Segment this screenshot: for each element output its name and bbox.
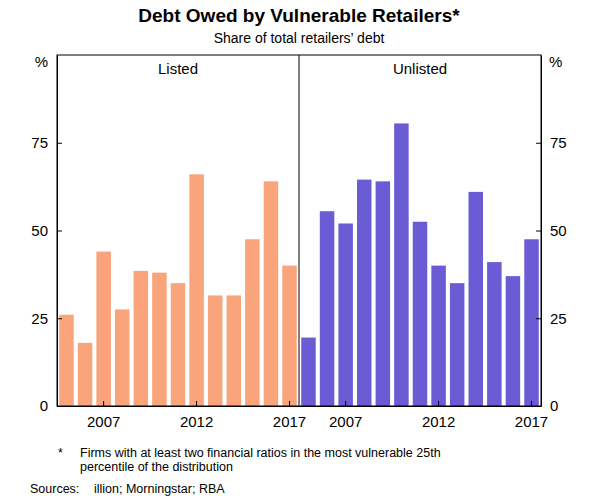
bar [524, 239, 538, 406]
bar [96, 252, 110, 406]
x-tick-mark [345, 401, 346, 406]
footnote-marker: * [58, 446, 63, 460]
y-tick-label: 75 [31, 134, 48, 151]
y-tick-mark [57, 231, 62, 232]
bar [189, 174, 203, 406]
x-tick-label: 2007 [329, 413, 362, 430]
y-tick-label: 75 [550, 134, 567, 151]
plot-frame [57, 55, 541, 406]
x-tick: 2007 [87, 401, 120, 430]
sources: illion; Morningstar; RBA [94, 482, 225, 496]
x-tick: 2017 [273, 401, 306, 430]
bar [469, 192, 483, 406]
x-tick-mark [531, 401, 532, 406]
bars [59, 174, 297, 406]
footnote: percentile of the distribution [80, 460, 233, 474]
x-tick-mark [103, 401, 104, 406]
panel-title: Listed [158, 60, 198, 77]
footnote: Firms with at least two financial ratios… [80, 446, 441, 460]
bar [78, 343, 92, 406]
panel: 2007 2012 2017 0 25 50 75% Listed [31, 53, 306, 430]
subtitle: Share of total retailers’ debt [214, 30, 385, 46]
bar [431, 266, 445, 406]
x-tick-label: 2007 [87, 413, 120, 430]
x-tick-label: 2017 [515, 413, 548, 430]
bar [227, 295, 241, 406]
bar [394, 123, 408, 406]
panel-title: Unlisted [393, 60, 447, 77]
y-axis-unit: % [549, 53, 562, 70]
panel: 2007 2012 20170 25 50 75% Unlisted [300, 53, 567, 430]
y-tick-mark [536, 318, 541, 319]
bar [134, 271, 148, 406]
y-tick-label: 0 [40, 397, 48, 414]
y-tick-label: 25 [31, 310, 48, 327]
y-axis-unit: % [35, 53, 48, 70]
y-tick-label: 50 [550, 222, 567, 239]
x-tick-mark [289, 401, 290, 406]
y-tick-label: 25 [550, 310, 567, 327]
x-tick-label: 2012 [180, 413, 213, 430]
x-tick-mark [438, 401, 439, 406]
bar [264, 181, 278, 406]
panel-divider [299, 55, 300, 406]
x-axis: 2007 2012 2017 [58, 401, 307, 430]
x-axis: 2007 2012 2017 [300, 401, 549, 430]
x-tick: 2007 [329, 401, 362, 430]
bar [282, 266, 296, 406]
x-tick-label: 2012 [422, 413, 455, 430]
y-tick-mark [536, 231, 541, 232]
x-tick: 2012 [422, 401, 455, 430]
bar [487, 262, 501, 406]
bar [301, 338, 315, 406]
title: Debt Owed by Vulnerable Retailers* [138, 5, 460, 26]
x-tick: 2012 [180, 401, 213, 430]
bar [115, 309, 129, 406]
bar [413, 222, 427, 406]
bar [208, 295, 222, 406]
y-tick-mark [57, 143, 62, 144]
bar [171, 283, 185, 406]
y-tick-label: 0 [550, 397, 558, 414]
chart-container: Debt Owed by Vulnerable Retailers* Share … [0, 0, 598, 503]
bar [152, 273, 166, 406]
bar [376, 181, 390, 406]
bar [357, 180, 371, 406]
bar [338, 223, 352, 406]
y-tick-mark [57, 318, 62, 319]
bar [245, 239, 259, 406]
bar [320, 211, 334, 406]
chart-svg: Debt Owed by Vulnerable Retailers* Share … [0, 0, 598, 503]
bar [59, 315, 73, 406]
x-tick-label: 2017 [273, 413, 306, 430]
x-tick-mark [196, 401, 197, 406]
bar [506, 276, 520, 406]
bars [301, 123, 539, 406]
y-tick-mark [536, 143, 541, 144]
x-tick: 2017 [515, 401, 548, 430]
sources-label: Sources: [30, 482, 79, 496]
bar [450, 283, 464, 406]
y-tick-label: 50 [31, 222, 48, 239]
